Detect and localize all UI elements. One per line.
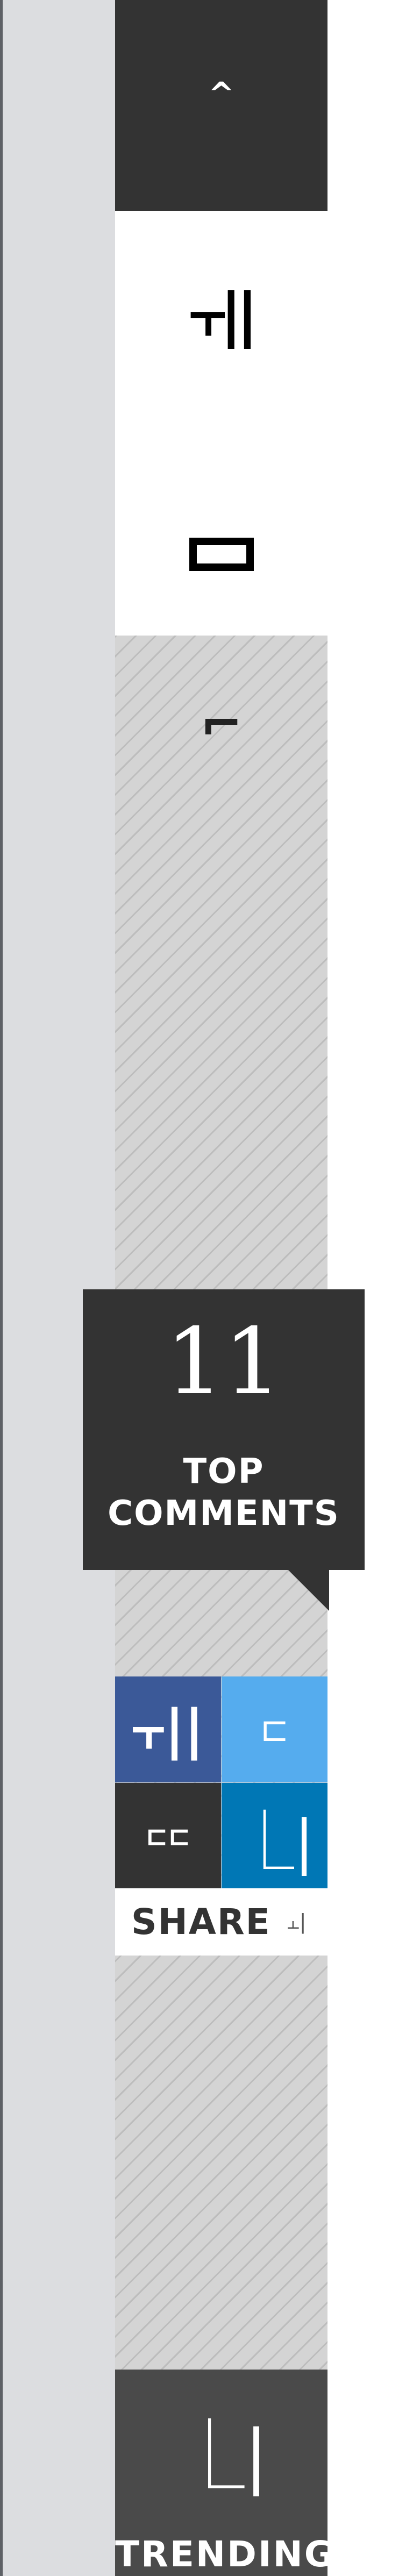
email-icon: ⊏⊏ [145,1820,191,1852]
comments-count: 11 [165,1309,282,1415]
linkedin-share-button[interactable]: ⎿| [222,1783,327,1889]
share-bar[interactable]: SHARE ⫠| [115,1888,327,1956]
facebook-icon: ⫟|| [132,1697,204,1761]
twitter-share-button[interactable]: ⊏ [222,1676,327,1782]
top-comments-button[interactable]: 11 TOP COMMENTS [83,1289,365,1611]
linkedin-icon: ⎿| [234,1807,315,1876]
facebook-share-button[interactable]: ⫟|| [115,1676,221,1782]
trending-label: TRENDING [115,2534,327,2575]
share-label: SHARE [131,1901,271,1943]
bracket-icon: ⌐ [200,695,243,754]
twitter-icon: ⊏ [260,1709,289,1750]
rail-top-panel: ^ [115,0,327,211]
email-share-button[interactable]: ⊏⊏ [115,1783,221,1889]
frame-icon[interactable] [189,538,254,571]
trending-icon: ⎿| [174,2415,268,2496]
rail-white-panel: ⫟|| [115,211,327,636]
share-count-icon: ⫠| [287,1910,307,1933]
bars-icon[interactable]: ⫟|| [189,280,258,349]
comments-label-line2: COMMENTS [108,1494,340,1533]
comments-label: TOP COMMENTS [83,1451,365,1535]
trending-button[interactable]: ⎿| TRENDING [115,2370,327,2576]
share-grid: ⫟|| ⊏ ⊏⊏ ⎿| [115,1676,327,1889]
comments-label-line1: TOP [183,1452,265,1492]
scroll-up-icon[interactable]: ^ [208,75,234,112]
share-rail: ^ ⫟|| ⌐ [115,0,327,2576]
left-gutter [0,0,115,2576]
